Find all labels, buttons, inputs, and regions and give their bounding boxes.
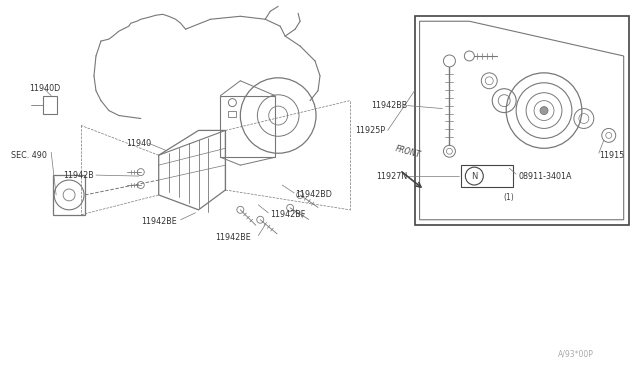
Text: 11940D: 11940D: [29, 84, 61, 93]
Text: SEC. 490: SEC. 490: [12, 151, 47, 160]
Text: 11927N: 11927N: [376, 171, 408, 180]
Bar: [461, 165, 513, 187]
Text: A/93*00P: A/93*00P: [558, 350, 594, 359]
Bar: [44, 96, 57, 113]
Bar: [228, 110, 236, 116]
Text: 11942BD: 11942BD: [295, 190, 332, 199]
Text: (1): (1): [504, 193, 515, 202]
Text: 11942BB: 11942BB: [371, 101, 408, 110]
Text: 08911-3401A: 08911-3401A: [518, 171, 572, 180]
Bar: [415, 16, 628, 225]
Text: N: N: [471, 171, 477, 180]
Circle shape: [540, 107, 548, 115]
Text: 11925P: 11925P: [355, 126, 385, 135]
Text: 11942BE: 11942BE: [216, 233, 252, 242]
Text: 11940: 11940: [126, 139, 151, 148]
Text: 11942BE: 11942BE: [141, 217, 177, 226]
Text: FRONT: FRONT: [395, 144, 422, 159]
Bar: [53, 175, 85, 215]
Bar: [220, 96, 275, 157]
Text: 11915: 11915: [599, 151, 624, 160]
Text: 11942BF: 11942BF: [270, 210, 305, 219]
Text: 11942B: 11942B: [63, 171, 94, 180]
